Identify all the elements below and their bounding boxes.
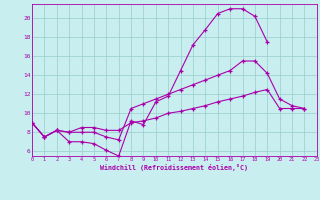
X-axis label: Windchill (Refroidissement éolien,°C): Windchill (Refroidissement éolien,°C) — [100, 164, 248, 171]
